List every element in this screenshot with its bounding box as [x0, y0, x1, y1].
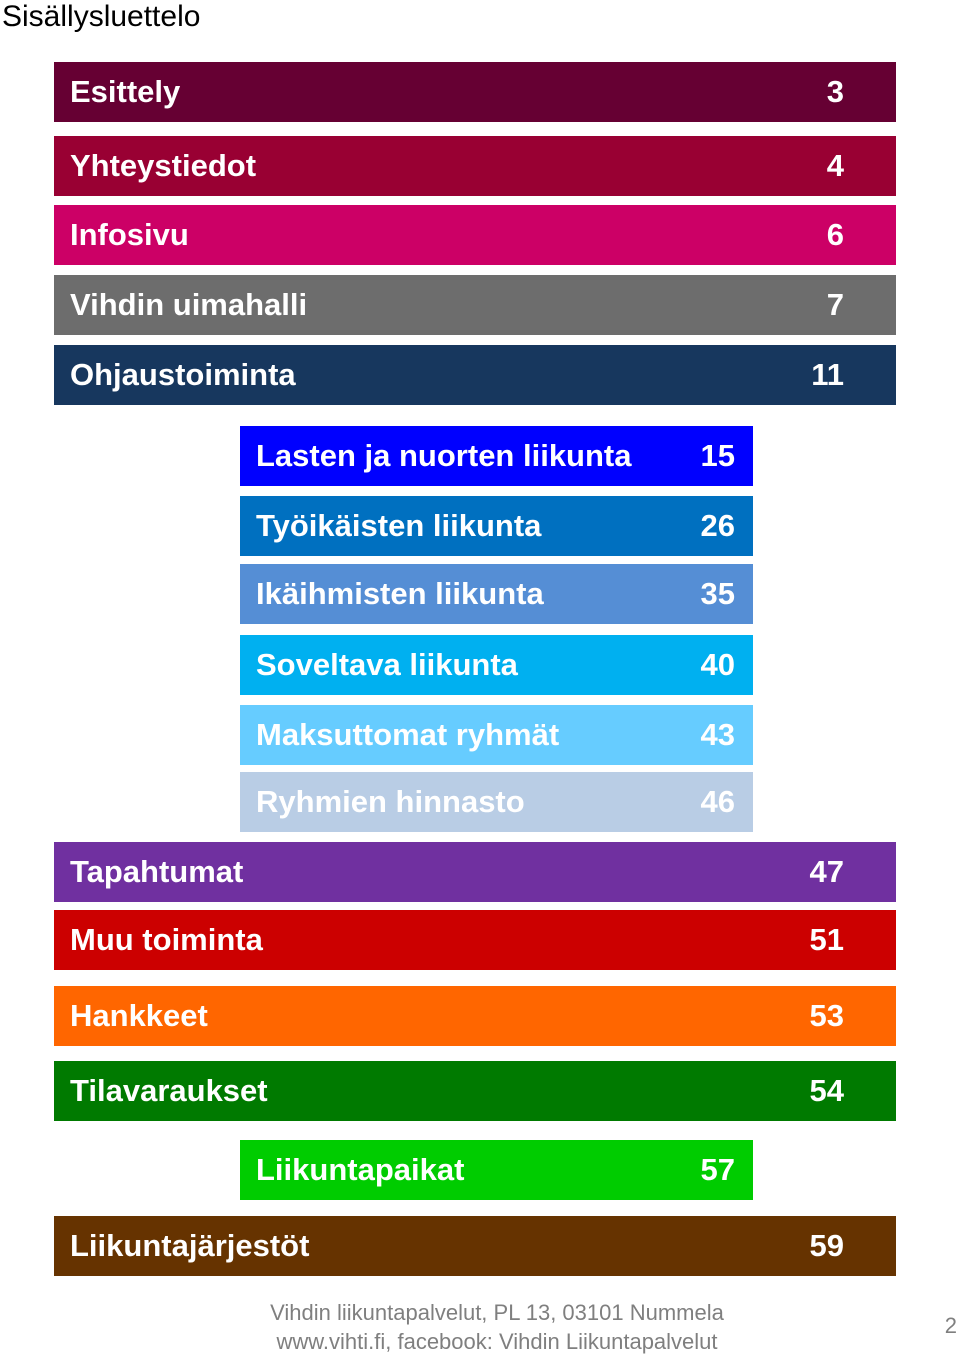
toc-entry-label: Tapahtumat [70, 854, 244, 889]
footer-web-links: www.vihti.fi, facebook: Vihdin Liikuntap… [276, 1329, 718, 1354]
toc-subentry[interactable]: Ikäihmisten liikunta 35 [240, 564, 753, 624]
toc-entry-label: Muu toiminta [70, 922, 263, 957]
toc-entry-page-number: 43 [700, 717, 735, 752]
toc-entry[interactable]: Hankkeet 53 [54, 986, 896, 1046]
toc-entry-label: Yhteystiedot [70, 148, 257, 183]
toc-entry[interactable]: Liikuntajärjestöt 59 [54, 1216, 896, 1276]
toc-entry-page-number: 59 [809, 1228, 844, 1263]
toc-subentry[interactable]: Työikäisten liikunta 26 [240, 496, 753, 556]
toc-entry-label: Ohjaustoiminta [70, 357, 296, 392]
footer: Vihdin liikuntapalvelut, PL 13, 03101 Nu… [200, 1298, 794, 1356]
toc-entry[interactable]: Vihdin uimahalli 7 [54, 275, 896, 335]
toc-entry-label: Maksuttomat ryhmät [256, 717, 560, 752]
toc-entry-page-number: 40 [700, 647, 735, 682]
toc-entry-label: Liikuntajärjestöt [70, 1228, 310, 1263]
toc-entry-label: Hankkeet [70, 998, 208, 1033]
slide-number: 2 [944, 1313, 957, 1338]
toc-subentry[interactable]: Soveltava liikunta 40 [240, 635, 753, 695]
toc-entry-label: Tilavaraukset [70, 1073, 268, 1108]
toc-entry[interactable]: Tapahtumat 47 [54, 842, 896, 902]
toc-entry-page-number: 15 [700, 438, 735, 473]
toc-entry-label: Työikäisten liikunta [256, 508, 542, 543]
toc-entry-page-number: 57 [700, 1152, 735, 1187]
toc-entry-page-number: 11 [811, 357, 844, 392]
toc-entry-page-number: 4 [826, 148, 844, 183]
toc-subentry[interactable]: Lasten ja nuorten liikunta 15 [240, 426, 753, 486]
toc-entry-page-number: 46 [700, 784, 735, 819]
toc-entry-page-number: 7 [826, 287, 844, 322]
toc-entry[interactable]: Ohjaustoiminta 11 [54, 345, 896, 405]
toc-entry[interactable]: Muu toiminta 51 [54, 910, 896, 970]
toc-entry-page-number: 51 [809, 922, 844, 957]
toc-entry-page-number: 53 [809, 998, 844, 1033]
toc-entry-label: Soveltava liikunta [256, 647, 518, 682]
toc-entry-page-number: 3 [826, 74, 844, 109]
toc-subentry[interactable]: Liikuntapaikat 57 [240, 1140, 753, 1200]
toc-entry[interactable]: Infosivu 6 [54, 205, 896, 265]
toc-entry-page-number: 54 [809, 1073, 844, 1108]
toc-entry-label: Infosivu [70, 217, 189, 252]
toc-subentry[interactable]: Ryhmien hinnasto 46 [240, 772, 753, 832]
toc-entry-page-number: 26 [700, 508, 735, 543]
toc-subentry[interactable]: Maksuttomat ryhmät 43 [240, 705, 753, 765]
toc-entry-label: Ryhmien hinnasto [256, 784, 525, 819]
toc-entry-page-number: 47 [809, 854, 844, 889]
toc-entry-label: Ikäihmisten liikunta [256, 576, 544, 611]
toc-entry-label: Esittely [70, 74, 181, 109]
toc-entry[interactable]: Tilavaraukset 54 [54, 1061, 896, 1121]
toc-entry-label: Lasten ja nuorten liikunta [256, 438, 632, 473]
page-title: Sisällysluettelo [2, 0, 201, 33]
toc-entry[interactable]: Esittely 3 [54, 62, 896, 122]
footer-address: Vihdin liikuntapalvelut, PL 13, 03101 Nu… [270, 1300, 724, 1325]
toc-entry-label: Vihdin uimahalli [70, 287, 308, 322]
toc-entry-page-number: 6 [826, 217, 844, 252]
toc-entry-page-number: 35 [700, 576, 735, 611]
toc-entry[interactable]: Yhteystiedot 4 [54, 136, 896, 196]
toc-entry-label: Liikuntapaikat [256, 1152, 465, 1187]
